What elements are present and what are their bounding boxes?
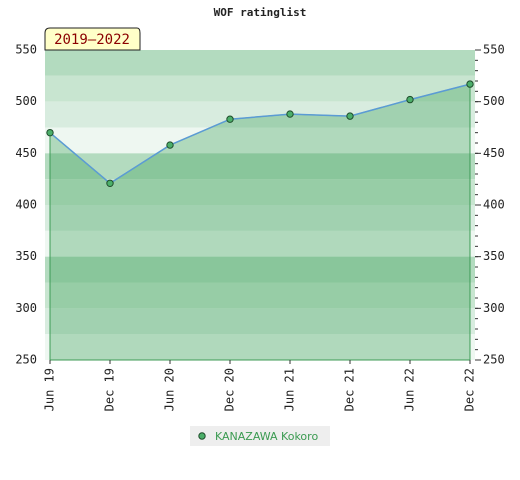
marker (286, 110, 294, 118)
x-tick-label: Jun 22 (403, 368, 417, 411)
band (45, 153, 475, 180)
band (45, 75, 475, 102)
x-tick-label: Dec 22 (463, 368, 477, 411)
y-tick-label: 250 (15, 353, 37, 367)
legend-box (190, 426, 330, 446)
y-tick-label: 350 (15, 249, 37, 263)
band (45, 179, 475, 205)
band (45, 230, 475, 257)
y2-tick-label: 400 (483, 198, 505, 212)
y2-tick-label: 450 (483, 146, 505, 160)
annotation: 2019–2022 (54, 32, 130, 48)
band (45, 308, 475, 335)
marker (406, 95, 414, 104)
marker (46, 128, 54, 137)
band (45, 101, 475, 128)
legend-label: KANAZAWA Kokoro (215, 430, 318, 443)
y2-tick-label: 350 (483, 249, 505, 263)
band (45, 205, 475, 231)
y-tick-label: 500 (15, 94, 37, 108)
y2-tick-label: 550 (483, 43, 505, 57)
x-tick-label: Jun 19 (43, 368, 57, 411)
band (45, 256, 475, 283)
band (45, 50, 475, 76)
y2-tick-label: 250 (483, 353, 505, 367)
marker (466, 80, 474, 88)
marker (226, 115, 234, 123)
marker (346, 112, 354, 120)
band (45, 334, 475, 360)
y2-tick-label: 500 (483, 94, 505, 108)
band (45, 282, 475, 309)
chart-title: WOF ratinglist (214, 6, 307, 19)
annotation-box (44, 27, 141, 51)
band (45, 127, 475, 154)
y-tick-label: 450 (15, 146, 37, 160)
y-tick-label: 300 (15, 301, 37, 315)
x-tick-label: Dec 21 (343, 368, 357, 411)
x-tick-label: Dec 20 (223, 368, 237, 411)
y-tick-label: 550 (15, 43, 37, 57)
line (49, 83, 471, 185)
legend-marker (198, 432, 206, 440)
x-tick-label: Jun 20 (163, 368, 177, 411)
marker (166, 141, 174, 149)
y2-tick-label: 300 (483, 301, 505, 315)
x-tick-label: Jun 21 (283, 368, 297, 411)
x-tick-label: Dec 19 (103, 368, 117, 411)
y-tick-label: 400 (15, 198, 37, 212)
marker (106, 179, 114, 188)
